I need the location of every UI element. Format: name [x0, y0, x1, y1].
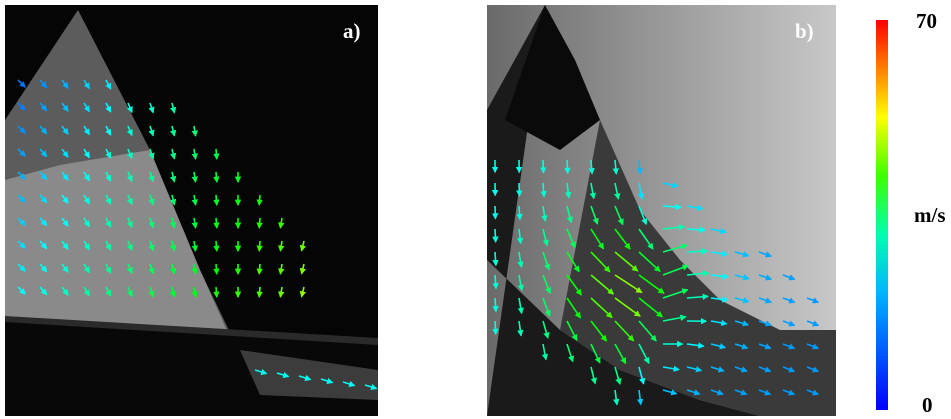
vector-arrow — [259, 287, 260, 297]
vector-arrow — [259, 218, 260, 228]
vector-arrow — [495, 275, 496, 288]
vector-arrow — [216, 218, 217, 228]
colorbar — [876, 20, 888, 410]
panel-label: b) — [795, 19, 814, 43]
vector-arrow — [259, 195, 260, 205]
colorbar-min: 0 — [922, 393, 933, 417]
colorbar-unit: m/s — [914, 203, 946, 227]
vector-arrow — [216, 195, 217, 205]
vector-arrow — [687, 251, 707, 252]
vector-arrow — [216, 287, 217, 297]
vector-arrow — [591, 160, 592, 174]
figure: a) b) 70 m/s 0 — [0, 0, 951, 419]
panel-b: b) — [487, 5, 836, 416]
vector-arrow — [567, 160, 568, 173]
vector-arrow — [495, 252, 496, 265]
panel-label: a) — [343, 19, 361, 43]
vector-arrow — [519, 206, 520, 219]
vector-arrow — [495, 229, 496, 242]
vector-arrow — [259, 264, 260, 274]
vector-arrow — [216, 264, 217, 274]
vector-arrow — [216, 241, 217, 251]
vector-arrow — [495, 298, 496, 311]
panel-a: a) — [5, 5, 378, 416]
vector-arrow — [216, 149, 217, 159]
colorbar-max: 70 — [916, 9, 937, 33]
vector-arrow — [495, 321, 496, 334]
vector-arrow — [216, 172, 217, 182]
vector-arrow — [543, 183, 544, 197]
vector-arrow — [259, 241, 260, 251]
